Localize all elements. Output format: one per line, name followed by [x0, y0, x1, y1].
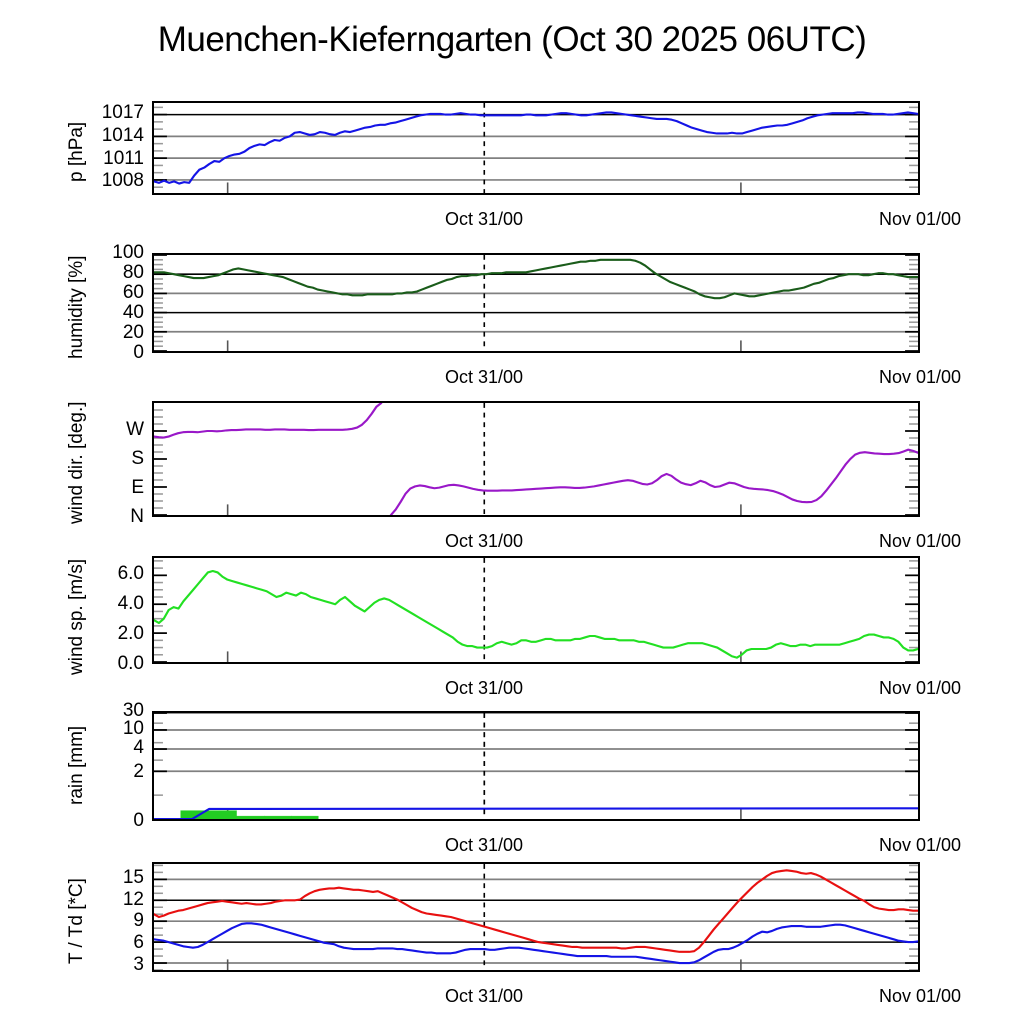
yt-r-label-1: 10	[122, 717, 144, 739]
rain-plot-area	[152, 711, 920, 821]
page-title: Muenchen-Kieferngarten (Oct 30 2025 06UT…	[157, 20, 867, 59]
yt-p-label-3: 1017	[101, 102, 144, 124]
yt-s-label-1: 4.0	[117, 593, 144, 614]
yt-d-label-3: N	[130, 506, 144, 527]
yt-p-label-0: 1008	[101, 170, 144, 192]
yt-h-label-3: 40	[122, 302, 144, 323]
xt-t-label-0: Oct 31/00	[444, 986, 524, 1006]
pressure-plot-svg	[154, 103, 918, 193]
wind-speed-plot-svg	[154, 558, 918, 662]
pressure-plot-area	[152, 101, 920, 195]
yt-d-label-0: W	[126, 419, 144, 440]
wind-direction-plot-area	[152, 401, 920, 517]
yt-r-label-4: 0	[133, 810, 144, 831]
yt-p-label-2: 1014	[101, 124, 144, 146]
wind-direction-plot-svg	[154, 403, 918, 515]
yt-h-label-4: 20	[122, 322, 144, 343]
xt-p-label-1: Nov 01/00	[878, 209, 962, 229]
yt-h-label-2: 60	[122, 282, 144, 303]
yt-t-label-2: 9	[133, 910, 144, 932]
yt-s-label-3: 0.0	[117, 653, 144, 674]
yt-r-label-0: 30	[122, 700, 144, 721]
rain-bar	[264, 815, 292, 819]
xt-h-label-0: Oct 31/00	[444, 367, 524, 387]
xt-p-label-0: Oct 31/00	[444, 209, 524, 229]
humidity-plot-svg	[154, 255, 918, 351]
yt-h-label-0: 100	[112, 242, 144, 263]
temperature-plot-area	[152, 862, 920, 972]
xt-r-label-0: Oct 31/00	[444, 835, 524, 855]
yt-d-label-1: S	[131, 448, 144, 469]
yt-r-label-3: 2	[133, 760, 144, 782]
yt-t-label-0: 15	[122, 866, 144, 888]
yt-r-label-2: 4	[133, 737, 144, 759]
xt-d-label-0: Oct 31/00	[444, 531, 524, 551]
wind-speed-plot-area	[152, 556, 920, 664]
yt-p-label-1: 1011	[103, 147, 144, 169]
yt-s-label-0: 6.0	[117, 563, 144, 584]
humidity-plot-area	[152, 253, 920, 353]
xt-s-label-0: Oct 31/00	[444, 678, 524, 698]
yt-h-label-5: 0	[133, 342, 144, 363]
xt-d-label-1: Nov 01/00	[878, 531, 962, 551]
xt-s-label-1: Nov 01/00	[878, 678, 962, 698]
yt-t-label-3: 6	[133, 932, 144, 954]
rain-bar	[236, 815, 266, 819]
yt-t-label-1: 12	[122, 888, 144, 910]
yt-s-label-2: 2.0	[117, 623, 144, 644]
xt-r-label-1: Nov 01/00	[878, 835, 962, 855]
yt-h-label-1: 80	[122, 262, 144, 283]
yt-t-label-4: 3	[133, 953, 144, 975]
rain-bar	[208, 810, 237, 819]
xt-t-label-1: Nov 01/00	[878, 986, 962, 1006]
yt-d-label-2: E	[131, 477, 144, 498]
xt-h-label-1: Nov 01/00	[878, 367, 962, 387]
rain-bar	[291, 815, 319, 819]
temperature-plot-svg	[154, 864, 918, 970]
rain-plot-svg	[154, 713, 918, 819]
